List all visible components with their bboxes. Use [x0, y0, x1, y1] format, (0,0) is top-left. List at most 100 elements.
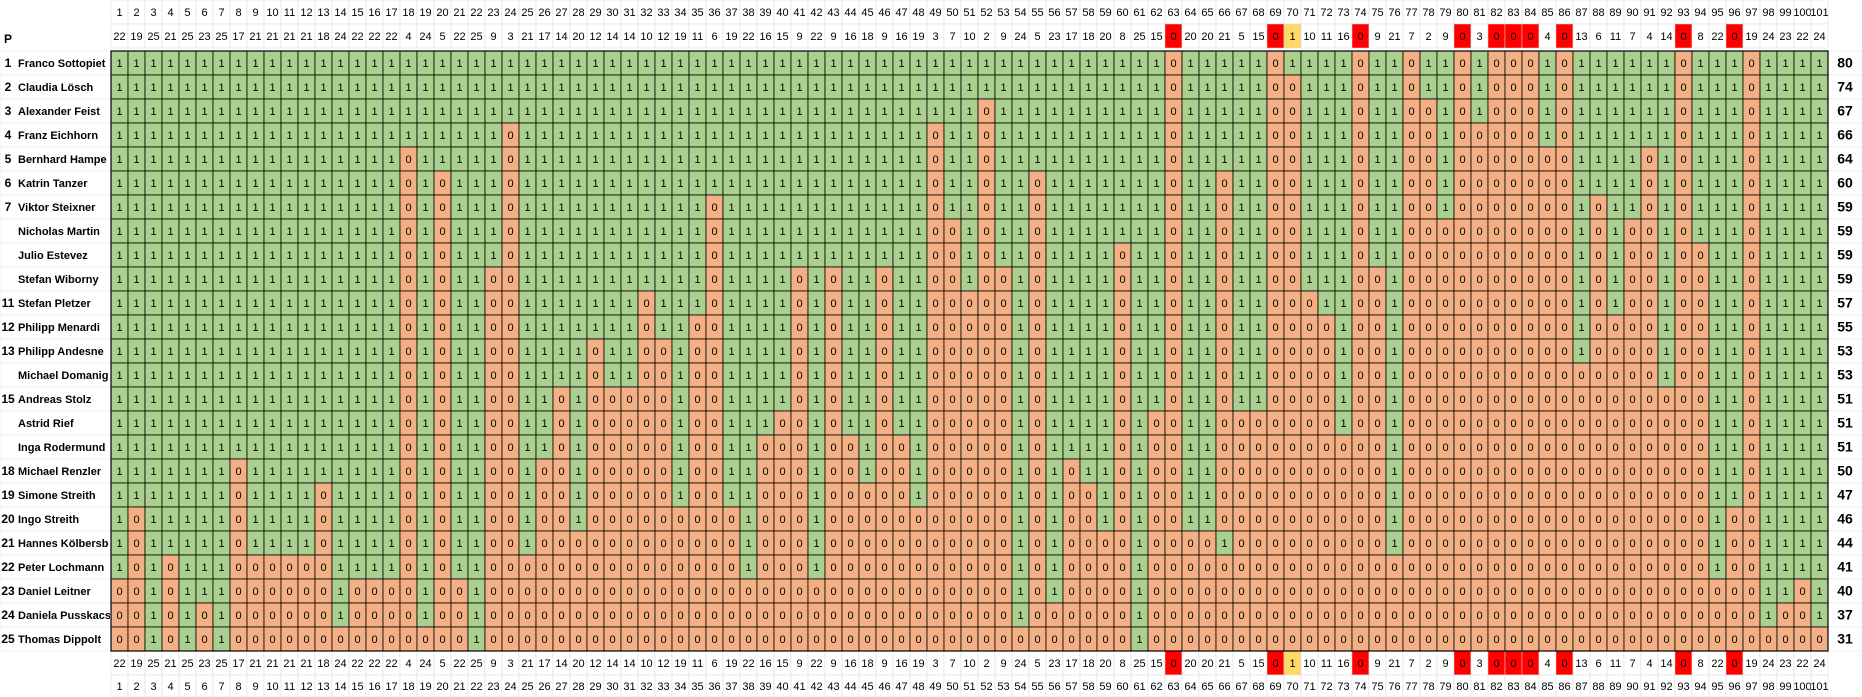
column-total: 7 — [1629, 31, 1635, 43]
cell-value: 1 — [269, 298, 275, 310]
cell-value: 0 — [439, 418, 445, 430]
cell-value: 1 — [1017, 106, 1023, 118]
cell-value: 1 — [915, 202, 921, 214]
cell-value: 1 — [1731, 466, 1737, 478]
column-number: 99 — [1779, 7, 1791, 19]
cell-value: 0 — [1646, 274, 1652, 286]
cell-value: 1 — [711, 154, 717, 166]
cell-value: 1 — [1085, 466, 1091, 478]
cell-value: 1 — [915, 346, 921, 358]
cell-value: 0 — [1629, 346, 1635, 358]
cell-value: 1 — [1612, 178, 1618, 190]
cell-value: 1 — [133, 130, 139, 142]
cell-value: 1 — [1136, 370, 1142, 382]
cell-value: 0 — [881, 514, 887, 526]
cell-value: 1 — [320, 82, 326, 94]
cell-value: 1 — [1085, 442, 1091, 454]
cell-value: 1 — [1017, 226, 1023, 238]
cell-value: 1 — [422, 274, 428, 286]
cell-value: 1 — [677, 154, 683, 166]
cell-value: 0 — [405, 250, 411, 262]
cell-value: 0 — [830, 514, 836, 526]
cell-value: 1 — [354, 466, 360, 478]
cell-value: 0 — [983, 106, 989, 118]
cell-value: 0 — [1510, 274, 1516, 286]
cell-value: 0 — [1272, 418, 1278, 430]
cell-value: 0 — [1034, 514, 1040, 526]
cell-value: 1 — [745, 298, 751, 310]
cell-value: 1 — [1816, 466, 1822, 478]
column-total: 6 — [1595, 31, 1601, 43]
cell-value: 1 — [728, 442, 734, 454]
cell-value: 0 — [1612, 514, 1618, 526]
cell-value: 1 — [1187, 178, 1193, 190]
cell-value: 0 — [1527, 322, 1533, 334]
cell-value: 0 — [1289, 274, 1295, 286]
cell-value: 0 — [983, 322, 989, 334]
cell-value: 0 — [1272, 82, 1278, 94]
cell-value: 0 — [1697, 490, 1703, 502]
column-number: 47 — [895, 681, 907, 693]
cell-value: 1 — [184, 466, 190, 478]
cell-value: 1 — [915, 226, 921, 238]
column-total: 11 — [1321, 31, 1332, 43]
cell-value: 1 — [677, 322, 683, 334]
cell-value: 1 — [456, 202, 462, 214]
cell-value: 0 — [1544, 250, 1550, 262]
column-total: 9 — [881, 31, 887, 43]
cell-value: 0 — [1561, 178, 1567, 190]
cell-value: 1 — [1391, 274, 1397, 286]
cell-value: 1 — [439, 58, 445, 70]
cell-value: 0 — [932, 346, 938, 358]
cell-value: 0 — [1459, 322, 1465, 334]
cell-value: 1 — [1017, 442, 1023, 454]
cell-value: 0 — [507, 274, 513, 286]
cell-value: 0 — [711, 274, 717, 286]
cell-value: 1 — [1187, 346, 1193, 358]
cell-value: 0 — [966, 514, 972, 526]
cell-value: 1 — [1340, 250, 1346, 262]
cell-value: 1 — [320, 226, 326, 238]
cell-value: 1 — [1663, 250, 1669, 262]
cell-value: 1 — [660, 130, 666, 142]
cell-value: 0 — [830, 418, 836, 430]
cell-value: 0 — [320, 514, 326, 526]
rank: 20 — [1, 512, 15, 526]
cell-value: 1 — [116, 154, 122, 166]
cell-value: 1 — [1119, 202, 1125, 214]
cell-value: 1 — [439, 106, 445, 118]
cell-value: 1 — [252, 346, 258, 358]
cell-value: 0 — [796, 514, 802, 526]
cell-value: 1 — [320, 178, 326, 190]
cell-value: 1 — [1221, 154, 1227, 166]
cell-value: 1 — [915, 106, 921, 118]
column-number: 20 — [436, 681, 448, 693]
cell-value: 1 — [524, 178, 530, 190]
cell-value: 1 — [813, 202, 819, 214]
cell-value: 1 — [1051, 154, 1057, 166]
cell-value: 1 — [1629, 178, 1635, 190]
cell-value: 1 — [762, 130, 768, 142]
column-number: 5 — [184, 681, 190, 693]
cell-value: 1 — [388, 322, 394, 334]
column-number: 60 — [1116, 681, 1128, 693]
cell-value: 1 — [1051, 82, 1057, 94]
cell-value: 1 — [1068, 106, 1074, 118]
cell-value: 0 — [1646, 154, 1652, 166]
cell-value: 1 — [1340, 58, 1346, 70]
cell-value: 1 — [1102, 154, 1108, 166]
cell-value: 1 — [643, 106, 649, 118]
column-total: 20 — [1201, 658, 1213, 670]
cell-value: 1 — [1442, 130, 1448, 142]
cell-value: 1 — [286, 442, 292, 454]
cell-value: 1 — [269, 82, 275, 94]
cell-value: 0 — [1000, 346, 1006, 358]
cell-value: 1 — [1102, 394, 1108, 406]
cell-value: 0 — [1459, 202, 1465, 214]
cell-value: 0 — [1629, 514, 1635, 526]
cell-value: 1 — [847, 202, 853, 214]
cell-value: 1 — [1612, 250, 1618, 262]
cell-value: 0 — [1748, 106, 1754, 118]
cell-value: 0 — [1663, 490, 1669, 502]
cell-value: 1 — [779, 370, 785, 382]
